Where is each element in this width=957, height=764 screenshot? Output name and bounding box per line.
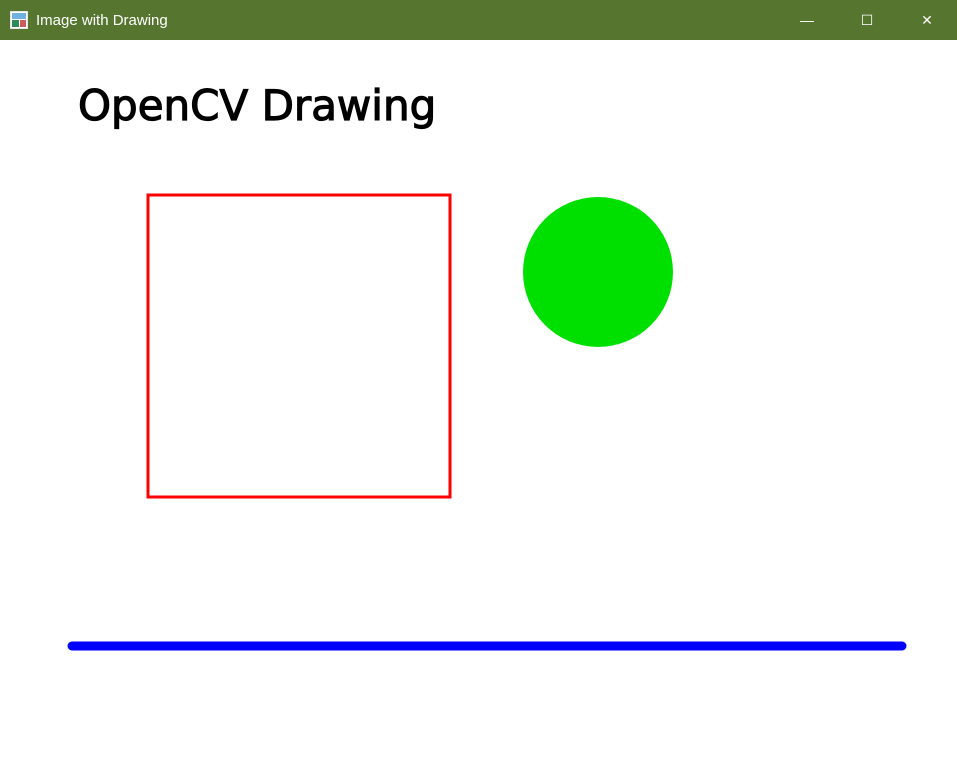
canvas-background [0, 40, 957, 764]
window-title: Image with Drawing [36, 12, 168, 29]
minimize-button[interactable]: — [777, 0, 837, 40]
app-icon [10, 11, 28, 29]
content-area: OpenCV Drawing [0, 40, 957, 764]
titlebar-left: Image with Drawing [10, 11, 168, 29]
minimize-icon: — [800, 12, 814, 28]
window-controls: — ☐ ✕ [777, 0, 957, 40]
maximize-button[interactable]: ☐ [837, 0, 897, 40]
green-circle [523, 197, 673, 347]
drawing-canvas: OpenCV Drawing [0, 40, 957, 764]
titlebar[interactable]: Image with Drawing — ☐ ✕ [0, 0, 957, 40]
app-window: Image with Drawing — ☐ ✕ OpenCV Drawing [0, 0, 957, 764]
drawing-text: OpenCV Drawing [78, 81, 436, 130]
close-button[interactable]: ✕ [897, 0, 957, 40]
close-icon: ✕ [921, 12, 933, 29]
maximize-icon: ☐ [861, 12, 874, 29]
